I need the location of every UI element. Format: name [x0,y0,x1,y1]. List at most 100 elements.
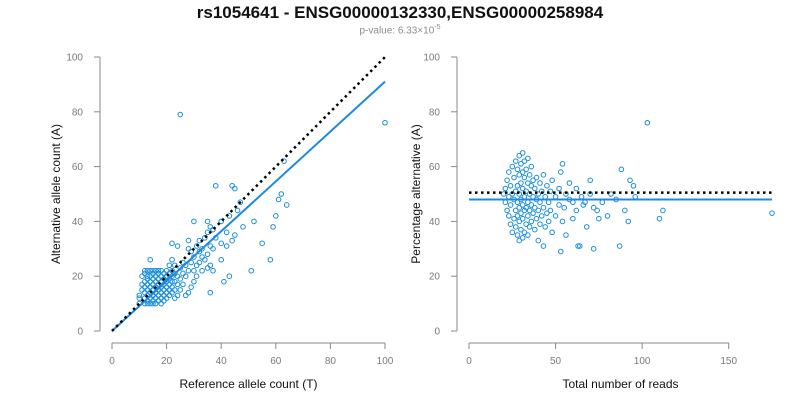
left-plot-data-point [174,281,181,288]
right-plot-y-tick-label: 60 [429,162,441,173]
left-plot-data-point [207,262,214,269]
right-plot-data-point [521,193,528,200]
right-plot-data-point [509,163,516,170]
left-plot-data-point [141,284,148,290]
right-plot-data-point [630,182,637,189]
right-plot-data-point [516,204,523,211]
right-plot-data-point [512,224,519,230]
left-plot-x-tick-label: 100 [377,356,394,367]
left-plot-data-point [136,295,143,301]
left-plot-data-point [199,246,205,252]
right-plot-data-point [540,204,547,211]
right-plot-data-point [502,185,509,192]
left-plot-data-point [155,298,162,304]
right-plot-data-point [566,180,573,186]
left-plot-data-point [207,289,214,296]
right-plot-data-point [540,243,547,249]
p-value-text: p-value: 6.33×10 [359,25,435,37]
right-plot-data-point [511,174,517,181]
right-plot-data-point [514,182,521,189]
left-plot-y-axis-label: Alternative allele count (A) [49,124,63,264]
left-plot-data-point [163,284,170,290]
right-plot-data-point [535,237,542,244]
left-plot-data-point [229,237,235,244]
right-plot-data-point [525,180,531,186]
left-plot-data-point [150,300,156,307]
left-plot-data-point [141,289,148,296]
right-plot-data-point [556,185,562,192]
left-plot-data-point [193,273,200,280]
left-plot-data-point [171,287,178,293]
right-plot-data-point [627,177,633,184]
right-plot-data-point [507,182,514,189]
right-plot-x-tick-label: 50 [550,356,562,367]
left-plot-data-point [283,202,290,208]
right-plot-y-axis-label: Percentage alternative (A) [409,124,423,263]
left-plot-data-point [193,262,200,269]
right-plot-data-point [504,177,510,184]
left-plot-data-point [248,267,255,274]
right-plot-data-point [516,152,523,159]
left-plot-data-point [188,259,194,266]
left-plot-data-point [169,256,175,263]
right-plot-data-point [502,199,509,206]
left-plot-data-point [158,300,164,307]
right-plot-data-point [556,202,562,208]
right-plot-data-point [557,248,564,255]
chart-subtitle: p-value: 6.33×10-5 [0,24,800,36]
right-plot-data-point [518,161,524,167]
left-plot-data-point [207,243,214,249]
right-plot-data-point [523,166,529,173]
left-plot-data-point [185,246,192,252]
right-plot-data-point [507,202,514,208]
left-plot-data-point [229,182,235,189]
left-plot-y-tick-label: 80 [72,107,84,118]
right-plot-data-point [523,204,529,211]
right-plot-x-tick-label: 0 [466,356,472,367]
left-plot-data-point [204,251,211,258]
left-plot-data-point [270,224,276,230]
left-plot-data-point [182,273,189,280]
right-plot-data-point [521,174,528,181]
left-plot-data-point [166,281,173,288]
right-plot-data-point [537,199,543,206]
right-plot-data-point [533,174,540,181]
right-plot-x-tick-label: 150 [720,356,737,367]
right-plot-data-point [616,243,623,249]
left-plot-data-point [150,281,156,288]
right-plot-data-point [559,218,566,225]
left-plot-data-point [218,240,224,247]
left-plot-y-tick-label: 0 [77,327,83,338]
left-plot-data-point [177,287,184,293]
left-plot-data-point [210,226,216,233]
left-plot-data-point [161,270,167,277]
left-plot-data-point [180,281,186,288]
left-plot-fit-line [111,80,386,332]
left-plot-data-point [144,267,151,274]
left-plot-data-point [166,292,173,299]
right-plot-data-point [561,204,568,211]
left-plot-x-tick-label: 40 [216,356,228,367]
right-plot-data-point [545,199,552,206]
right-plot-data-point [518,210,524,216]
right-plot-data-point [519,169,526,175]
left-plot-data-point [185,267,192,274]
right-plot-data-point [514,166,521,173]
right-plot-data-point [608,191,614,197]
left-plot-data-point [204,218,211,225]
right-plot-data-point [512,207,519,214]
left-plot-data-point [278,191,285,197]
right-plot-data-point [535,191,542,197]
left-plot-data-point [221,278,227,285]
left-plot-data-point [161,298,167,304]
right-plot-data-point [526,172,533,178]
left-plot-data-point [161,287,167,293]
left-plot-x-axis-label: Reference allele count (T) [179,377,317,391]
right-plot-data-point [542,193,548,200]
left-plot-data-point [174,243,181,249]
right-plot-data-point [519,150,526,156]
left-plot-data-point [237,199,244,206]
left-plot-x-tick-label: 80 [325,356,337,367]
right-plot-data-point [506,213,512,219]
